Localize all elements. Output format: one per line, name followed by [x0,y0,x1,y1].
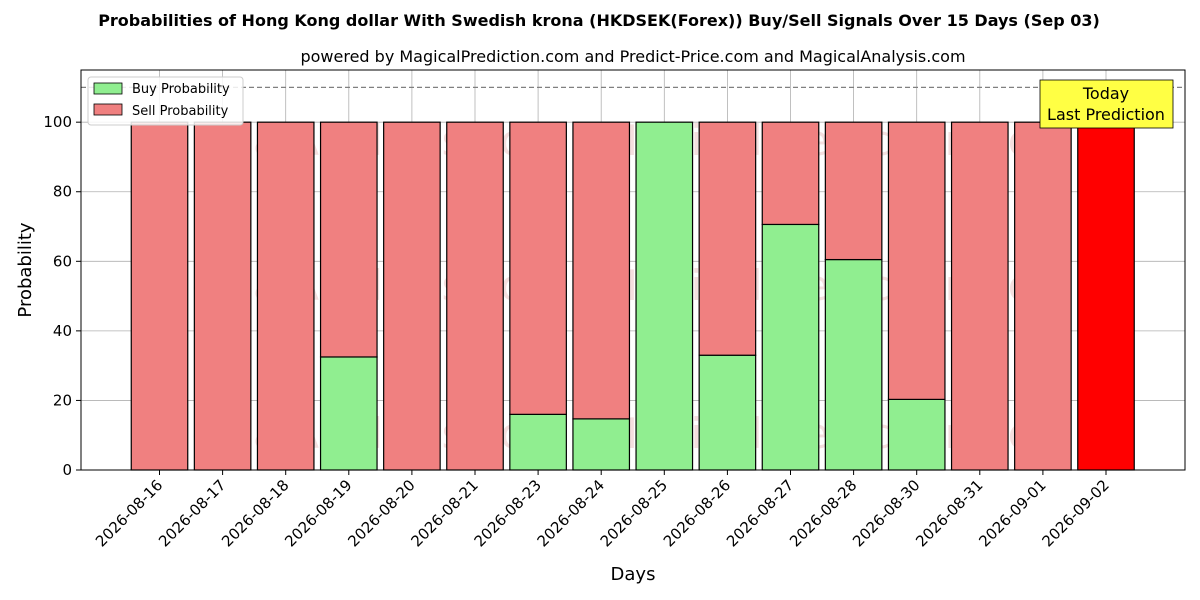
buy-bar-2026-08-19 [319,356,378,471]
x-tick-label: 2026-08-30 [849,476,923,550]
x-axis: 2026-08-162026-08-172026-08-182026-08-19… [92,470,1113,550]
x-tick-label: 2026-08-24 [534,476,608,550]
buy-bar-2026-08-23 [509,413,567,471]
x-tick-label: 2026-08-28 [786,476,860,550]
buy-bar-2026-08-30 [887,398,946,471]
x-tick-label: 2026-09-02 [1038,476,1112,550]
buy-bar-2026-08-28 [824,258,883,471]
x-tick-label: 2026-08-21 [407,476,481,550]
sell-bar-2026-08-23 [509,121,567,415]
buy-bar-2026-08-27 [761,223,820,471]
sell-bar-2026-08-20 [383,121,441,471]
sell-bar-2026-08-24 [572,121,631,420]
x-tick-label: 2026-08-17 [155,476,229,550]
legend-swatch-sell [93,103,123,116]
x-tick-label: 2026-08-31 [912,476,986,550]
x-axis-label: Days [611,564,656,585]
plot-frame [80,69,1186,471]
annotation-box [1039,79,1174,129]
y-tick-label: 0 [62,461,72,479]
sell-bar-2026-08-27 [761,121,820,226]
chart-title: Probabilities of Hong Kong dollar With S… [98,11,1100,30]
sell-bar-2026-08-31 [950,121,1009,471]
x-tick-label: 2026-08-19 [281,476,355,550]
sell-bar-2026-09-01 [1014,121,1072,471]
y-tick-label: 100 [43,113,72,131]
x-tick-label: 2026-08-16 [92,476,166,550]
y-axis: 0 20 40 60 80 100 [43,113,81,479]
y-tick-label: 40 [53,322,72,340]
legend-label-buy: Buy Probability [132,82,230,97]
legend-swatch-buy [93,82,123,95]
x-tick-label: 2026-08-20 [344,476,418,550]
annotation-line-1: Today [1082,84,1129,103]
y-tick-label: 60 [53,252,72,270]
legend: Buy Probability Sell Probability [87,76,244,126]
y-tick-label: 20 [53,391,72,409]
bars [130,121,1135,471]
x-tick-label: 2026-08-26 [660,476,734,550]
chart-subtitle: powered by MagicalPrediction.com and Pre… [300,47,965,66]
sell-bar-2026-09-02 [1077,121,1135,471]
buy-bar-2026-08-26 [698,354,757,471]
annotation-line-2: Last Prediction [1047,105,1165,124]
sell-bar-2026-08-19 [319,121,378,358]
sell-bar-2026-08-30 [887,121,946,400]
x-tick-label: 2026-09-01 [975,476,1049,550]
today-annotation: Today Last Prediction [1039,79,1174,129]
x-tick-label: 2026-08-27 [723,476,797,550]
y-tick-label: 80 [53,183,72,201]
x-tick-label: 2026-08-23 [471,476,545,550]
sell-bar-2026-08-28 [824,121,883,261]
x-tick-label: 2026-08-25 [597,476,671,550]
sell-bar-2026-08-21 [446,121,504,471]
sell-bar-2026-08-17 [193,121,252,471]
buy-bar-2026-08-24 [572,418,631,471]
sell-bar-2026-08-26 [698,121,757,356]
sell-bar-2026-08-16 [130,121,189,471]
sell-bar-2026-08-18 [256,121,315,471]
x-tick-label: 2026-08-18 [218,476,292,550]
buy-bar-2026-08-25 [635,121,694,471]
y-axis-label: Probability [15,222,36,317]
legend-label-sell: Sell Probability [132,104,229,119]
legend-box [87,76,244,126]
